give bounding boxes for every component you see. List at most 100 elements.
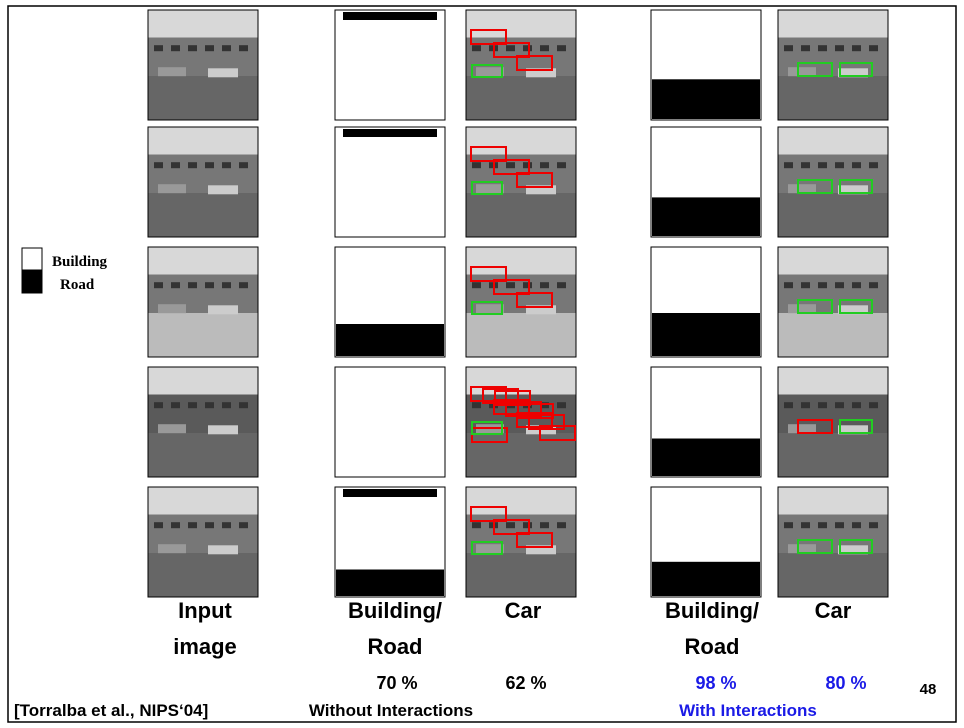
mask-road [336, 570, 444, 597]
window [784, 402, 793, 408]
car [476, 544, 504, 553]
car [788, 304, 816, 313]
column-label: image [173, 634, 237, 659]
column-label: Car [505, 598, 542, 623]
window [222, 45, 231, 51]
window [171, 282, 180, 288]
window [188, 162, 197, 168]
legend-swatch-road [22, 271, 42, 293]
window [239, 282, 248, 288]
mask [335, 10, 445, 120]
car [476, 304, 504, 313]
window [154, 162, 163, 168]
window [239, 402, 248, 408]
window [852, 522, 861, 528]
window [188, 45, 197, 51]
window [869, 522, 878, 528]
column-label: Road [685, 634, 740, 659]
window [801, 522, 810, 528]
window [523, 522, 532, 528]
window [171, 522, 180, 528]
window [852, 45, 861, 51]
mask-speckle [343, 12, 437, 20]
slide: Building Road InputimageBuilding/RoadCar… [0, 0, 964, 728]
car [788, 544, 816, 553]
window [835, 402, 844, 408]
group-label: With Interactions [679, 701, 817, 720]
window [506, 162, 515, 168]
window [222, 282, 231, 288]
road [466, 193, 576, 237]
window [557, 402, 566, 408]
column-label: Car [815, 598, 852, 623]
window [472, 402, 481, 408]
window [472, 162, 481, 168]
car [158, 304, 186, 313]
window [818, 45, 827, 51]
road [466, 76, 576, 120]
legend-label: Road [60, 277, 95, 293]
photo [148, 10, 258, 120]
window [188, 522, 197, 528]
group-label: Without Interactions [309, 701, 473, 720]
window [801, 45, 810, 51]
window [557, 282, 566, 288]
window [506, 45, 515, 51]
window [540, 282, 549, 288]
window [852, 282, 861, 288]
road [148, 193, 258, 237]
window [154, 282, 163, 288]
window [188, 282, 197, 288]
road [778, 76, 888, 120]
score: 80 % [825, 673, 866, 693]
window [171, 402, 180, 408]
window [154, 45, 163, 51]
window [801, 282, 810, 288]
mask-road [652, 562, 760, 596]
window [784, 522, 793, 528]
score: 98 % [695, 673, 736, 693]
window [835, 45, 844, 51]
window [818, 522, 827, 528]
car [158, 544, 186, 553]
window [472, 282, 481, 288]
car [476, 184, 504, 193]
window [835, 522, 844, 528]
mask-road [652, 79, 760, 119]
window [239, 522, 248, 528]
window [171, 162, 180, 168]
window [205, 522, 214, 528]
window [222, 162, 231, 168]
road [148, 313, 258, 357]
mask [335, 127, 445, 237]
window [784, 162, 793, 168]
window [472, 45, 481, 51]
window [835, 282, 844, 288]
mask-speckle [343, 489, 437, 497]
road [466, 313, 576, 357]
window [784, 45, 793, 51]
window [852, 402, 861, 408]
mask-road [336, 324, 444, 356]
window [869, 45, 878, 51]
window [222, 402, 231, 408]
citation: [Torralba et al., NIPS‘04] [14, 701, 208, 720]
car [158, 67, 186, 76]
window [540, 162, 549, 168]
photo [148, 487, 258, 597]
car [158, 424, 186, 433]
window [869, 282, 878, 288]
road [466, 553, 576, 597]
window [835, 162, 844, 168]
car [158, 184, 186, 193]
photo [148, 367, 258, 477]
mask-road [652, 439, 760, 477]
window [818, 402, 827, 408]
window [784, 282, 793, 288]
page-number: 48 [920, 681, 937, 698]
mask-road [652, 313, 760, 356]
car [208, 545, 238, 554]
car [476, 67, 504, 76]
car [788, 67, 816, 76]
column-label: Building/ [348, 598, 442, 623]
